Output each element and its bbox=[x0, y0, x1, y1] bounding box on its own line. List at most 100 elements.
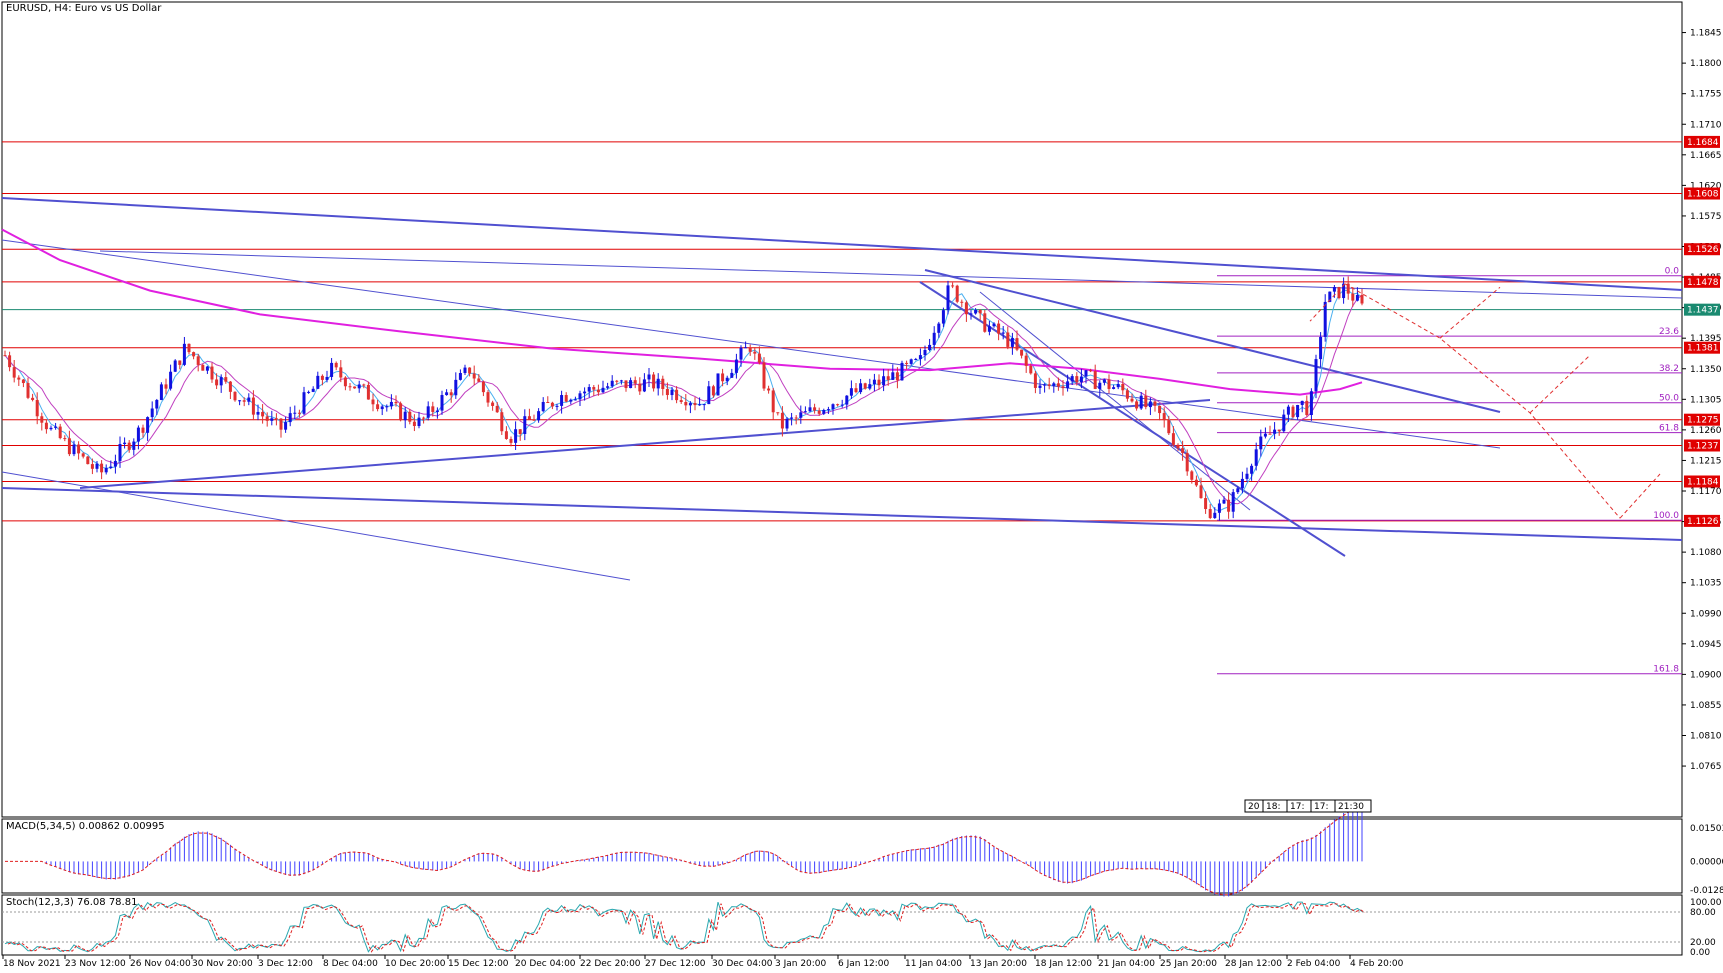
stoch-tick-label: 20.00 bbox=[1690, 938, 1716, 948]
candle-body bbox=[233, 391, 237, 401]
level-price-tag-bg bbox=[1684, 275, 1720, 288]
candle-body bbox=[242, 400, 246, 402]
candle-body bbox=[693, 403, 697, 406]
candle-body bbox=[1222, 499, 1226, 504]
level-price-tag: 1.1526 bbox=[1687, 245, 1719, 255]
price-tick-label: 1.0855 bbox=[1690, 701, 1722, 711]
candle-body bbox=[1010, 338, 1014, 347]
candle-body bbox=[859, 383, 863, 393]
price-tick-label: 1.1665 bbox=[1690, 151, 1722, 161]
candle-body bbox=[1176, 444, 1180, 449]
candle-body bbox=[86, 456, 90, 465]
candle-body bbox=[569, 399, 573, 402]
candle-body bbox=[1116, 383, 1120, 388]
candle-body bbox=[279, 418, 283, 430]
candle-body bbox=[90, 464, 94, 469]
fib-label: 161.8 bbox=[1653, 665, 1679, 675]
candle-body bbox=[1286, 406, 1290, 415]
candle-body bbox=[215, 379, 219, 386]
projection-up bbox=[1439, 286, 1501, 339]
price-tick-label: 1.1710 bbox=[1690, 120, 1722, 130]
candle-body bbox=[923, 349, 927, 356]
candle-body bbox=[1236, 488, 1240, 493]
candle-body bbox=[905, 362, 909, 364]
candle-body bbox=[606, 386, 610, 388]
candle-body bbox=[1346, 283, 1350, 294]
candle-body bbox=[109, 466, 113, 469]
time-label: 30 Nov 20:00 bbox=[192, 959, 253, 969]
candle-body bbox=[803, 411, 807, 413]
candle-body bbox=[35, 399, 39, 417]
candle-body bbox=[684, 402, 688, 406]
candle-body bbox=[518, 429, 522, 435]
candle-body bbox=[486, 392, 490, 403]
level-price-tag: 1.1237 bbox=[1687, 441, 1719, 451]
candle-body bbox=[578, 393, 582, 400]
price-tick-label: 1.1215 bbox=[1690, 456, 1722, 466]
candle-body bbox=[679, 400, 683, 403]
stoch-panel[interactable] bbox=[1, 894, 1683, 956]
candle-body bbox=[527, 416, 531, 420]
candle-body bbox=[822, 410, 826, 414]
macd-panel[interactable] bbox=[1, 818, 1683, 894]
candle-body bbox=[422, 417, 426, 419]
candle-body bbox=[1107, 379, 1111, 389]
candle-body bbox=[334, 362, 338, 368]
candle-body bbox=[771, 390, 775, 413]
candle-body bbox=[417, 417, 421, 427]
candle-body bbox=[1112, 387, 1116, 389]
price-tick-label: 1.1305 bbox=[1690, 395, 1722, 405]
fib-label: 100.0 bbox=[1653, 511, 1679, 521]
candle-body bbox=[817, 410, 821, 414]
level-price-tag: 1.1478 bbox=[1687, 278, 1719, 288]
candle-body bbox=[1250, 465, 1254, 474]
candle-body bbox=[698, 404, 702, 406]
candle-body bbox=[182, 343, 186, 365]
candle-body bbox=[95, 463, 99, 469]
stoch-tick-label: 0.00 bbox=[1690, 948, 1710, 958]
candle-body bbox=[891, 372, 895, 380]
candle-body bbox=[403, 411, 407, 421]
candle-body bbox=[1273, 429, 1277, 434]
time-label: 3 Jan 20:00 bbox=[775, 959, 827, 969]
candle-body bbox=[509, 438, 513, 443]
macd-signal-line bbox=[5, 810, 1363, 896]
main-panel[interactable] bbox=[1, 1, 1683, 818]
fib-label: 61.8 bbox=[1659, 424, 1679, 434]
candle-body bbox=[1125, 390, 1129, 399]
candle-body bbox=[44, 422, 48, 430]
candle-body bbox=[725, 377, 729, 382]
candle-body bbox=[104, 468, 108, 473]
candle-body bbox=[937, 323, 941, 333]
scroll-label: 21:30 bbox=[1338, 802, 1364, 812]
time-label: 25 Jan 20:00 bbox=[1160, 959, 1217, 969]
candle-body bbox=[1135, 401, 1139, 409]
candle-body bbox=[1148, 401, 1152, 408]
candle-body bbox=[1360, 294, 1364, 304]
trendline bbox=[924, 269, 1501, 413]
candle-body bbox=[1199, 485, 1203, 499]
candle-body bbox=[1024, 355, 1028, 366]
price-tick-label: 1.1575 bbox=[1690, 212, 1722, 222]
candle-body bbox=[58, 426, 62, 439]
scroll-box bbox=[1334, 799, 1372, 813]
candle-body bbox=[353, 386, 357, 389]
candle-body bbox=[357, 384, 361, 389]
price-tick-label: 1.1170 bbox=[1690, 487, 1722, 497]
price-tick-label: 1.1845 bbox=[1690, 29, 1722, 39]
candle-body bbox=[408, 411, 412, 422]
candle-body bbox=[270, 418, 274, 421]
candle-body bbox=[523, 416, 527, 435]
candle-body bbox=[780, 412, 784, 429]
price-tick-label: 1.1350 bbox=[1690, 365, 1722, 375]
candle-body bbox=[81, 453, 85, 457]
level-price-tag-bg bbox=[1684, 413, 1720, 426]
candle-body bbox=[886, 376, 890, 380]
stoch-tick-label: 100.00 bbox=[1690, 898, 1722, 908]
level-price-tag-bg bbox=[1684, 475, 1720, 488]
trendline bbox=[979, 291, 1251, 511]
candle-body bbox=[1254, 449, 1258, 466]
price-tick-label: 1.0810 bbox=[1690, 732, 1722, 742]
